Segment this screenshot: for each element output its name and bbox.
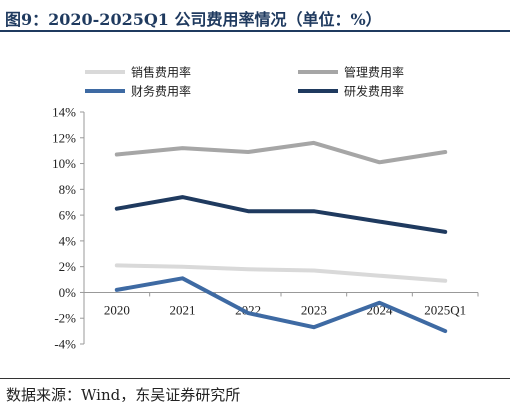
y-tick-label: 4% [59,233,77,248]
y-axis: -4% -2% 0% 2% 4% 6% 8% 10% 12% 14% [52,105,85,352]
y-tick-label: 8% [59,182,77,197]
x-tick-label: 2021 [170,302,196,317]
y-tick-label: 2% [59,259,77,274]
x-tick-label: 2023 [301,302,327,317]
legend-label: 研发费用率 [344,84,404,99]
source-note: 数据来源：Wind，东吴证券研究所 [6,386,241,404]
y-tick-label: 0% [59,285,77,300]
x-tick-label: 2020 [104,302,130,317]
legend-label: 管理费用率 [344,65,404,80]
series-line-3 [114,276,448,334]
y-tick-label: 6% [59,208,77,223]
legend-label: 财务费用率 [131,84,191,99]
y-tick-label: 10% [52,156,76,171]
y-tick-label: -4% [54,337,76,352]
series-lines [114,140,448,334]
series-line-2 [114,140,448,165]
x-axis: 2020 2021 2022 2023 2024 2025Q1 [83,291,479,317]
series-line-4 [114,195,448,234]
footer-divider [0,378,510,379]
y-tick-label: 12% [52,130,76,145]
title-bar: 图9：2020-2025Q1 公司费用率情况（单位：%） [0,0,510,32]
y-tick-label: 14% [52,105,76,120]
chart-title: 图9：2020-2025Q1 公司费用率情况（单位：%） [5,10,382,29]
series-line-1 [114,263,448,283]
legend-label: 销售费用率 [131,65,191,80]
x-tick-label: 2025Q1 [424,302,466,317]
y-tick-label: -2% [54,311,76,326]
